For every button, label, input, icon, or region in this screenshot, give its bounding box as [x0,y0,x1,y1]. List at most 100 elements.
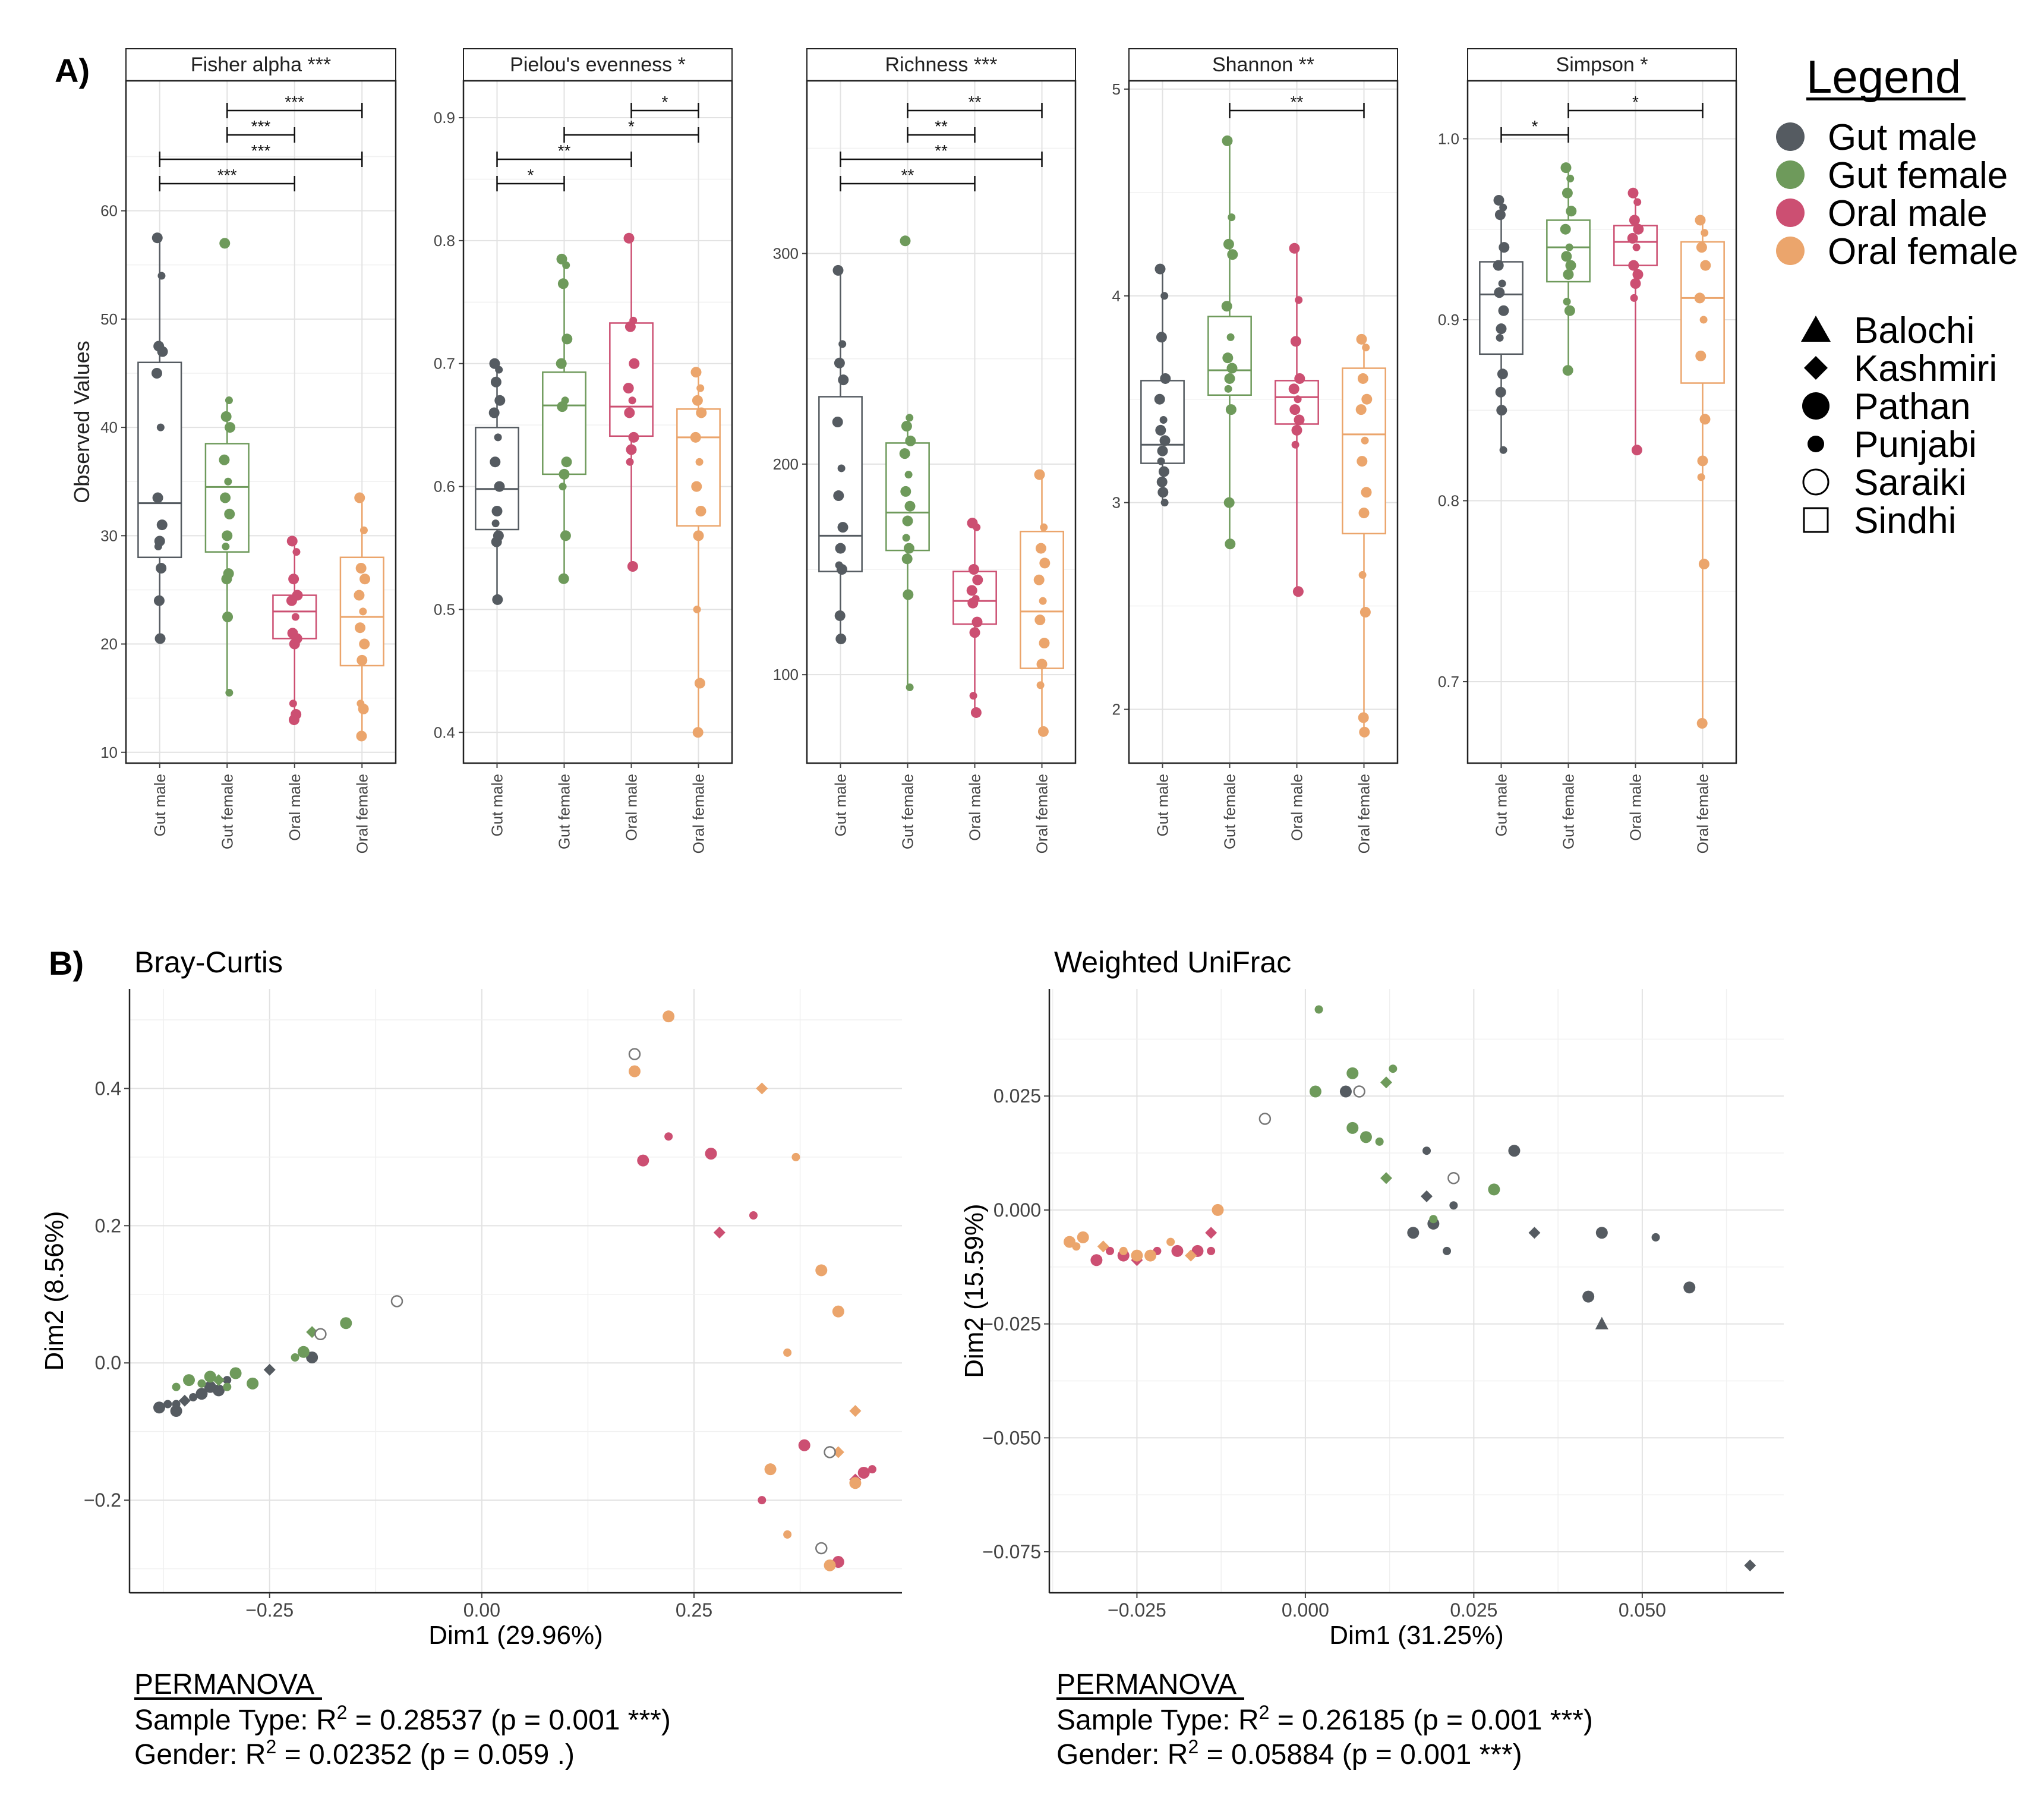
data-point [292,548,301,556]
data-point [1565,243,1573,251]
point-gut-male [1443,1246,1452,1255]
significance-label: * [1532,117,1538,136]
x-tick-label: −0.25 [245,1599,294,1621]
data-point [837,464,846,472]
point-saraiki [1353,1085,1365,1098]
y-tick-label: 100 [773,666,799,683]
data-point [904,471,913,479]
point-gut-male [172,1400,181,1409]
y-tick-label: 50 [100,310,118,328]
point-balochi [1595,1316,1608,1330]
data-point [556,358,567,369]
data-point [222,543,230,551]
point-oral-female [791,1152,800,1161]
point-gut-male [1595,1227,1608,1239]
data-point [1697,455,1708,467]
data-point [1496,323,1507,335]
data-point [624,321,636,332]
data-point [494,481,505,492]
x-tick-label: Gut male [151,774,169,837]
data-point [1227,249,1238,260]
point-gut-female [1429,1215,1438,1224]
data-point [1159,435,1171,446]
data-point [1499,242,1510,253]
x-tick-label: 0.025 [1450,1599,1497,1621]
data-point [224,508,235,519]
triangle-icon [1801,316,1831,342]
data-point [832,264,844,276]
point-gut-female [172,1382,181,1391]
panel-title: Richness *** [885,53,998,76]
data-point [968,564,979,575]
data-point [835,543,846,554]
x-tick-label: Oral male [966,774,984,841]
y-tick-label: 0.9 [434,109,455,127]
y-tick-label: 0.0 [95,1352,121,1373]
point-gut-male [1421,1190,1433,1202]
data-point [1225,538,1236,550]
point-oral-female [1144,1249,1157,1262]
data-point [219,238,231,249]
y-tick-label: 4 [1112,287,1121,305]
point-oral-male [1205,1227,1217,1239]
legend-swatch-gut-male [1776,122,1805,151]
data-point [1156,476,1168,487]
data-point [834,610,846,621]
data-point [1564,305,1575,316]
significance-label: ** [1291,93,1304,111]
x-tick-label: Oral female [690,774,708,853]
data-point [152,492,163,503]
point-oral-female [1077,1231,1089,1243]
legend-swatch-oral-male [1776,199,1805,227]
data-point [902,534,910,542]
x-axis-label: Dim1 (29.96%) [428,1621,603,1650]
point-oral-male [705,1148,717,1160]
data-point [901,553,913,565]
data-point [1355,404,1367,415]
data-point [1289,242,1300,254]
small-circle-icon [1808,436,1824,452]
data-point [1155,263,1166,275]
data-point [1158,466,1169,477]
y-tick-label: 20 [100,635,118,653]
point-oral-female [1097,1240,1109,1253]
data-point [690,431,701,443]
data-point [562,333,573,345]
data-point [837,522,848,533]
data-point [1493,194,1504,206]
x-tick-label: −0.025 [1108,1599,1166,1621]
data-point [288,714,299,726]
data-point [693,605,701,613]
data-point [358,703,369,714]
permanova-underline [1056,1697,1244,1700]
x-tick-label: 0.00 [463,1599,500,1621]
data-point [692,395,703,406]
boxplot-panel-pielou-s-evenness: Pielou's evenness *0.40.50.60.70.80.9***… [434,48,733,853]
data-point [1699,316,1708,324]
data-point [225,422,236,433]
point-saraiki [824,1446,836,1458]
data-point [1633,198,1642,206]
point-gut-male [1339,1085,1352,1098]
data-point [1562,365,1573,376]
data-point [156,423,165,431]
data-point [1495,386,1506,398]
data-point [562,261,570,269]
data-point [291,613,299,621]
data-point [1157,457,1165,465]
strip [1128,48,1398,81]
open-square-icon [1803,507,1829,533]
panel-border [462,80,733,764]
point-gut-female [183,1374,195,1387]
data-point [1359,726,1370,738]
data-point [973,523,981,531]
permanova-left: PERMANOVA Sample Type: R2 = 0.28537 (p =… [134,1669,671,1771]
data-point [624,407,635,418]
panel-title: Fisher alpha *** [191,53,331,76]
significance-label: ** [935,141,948,160]
data-point [355,622,366,634]
data-point [1699,414,1711,425]
point-oral-male [868,1465,876,1474]
significance-label: ** [935,117,948,136]
data-point [627,561,638,572]
